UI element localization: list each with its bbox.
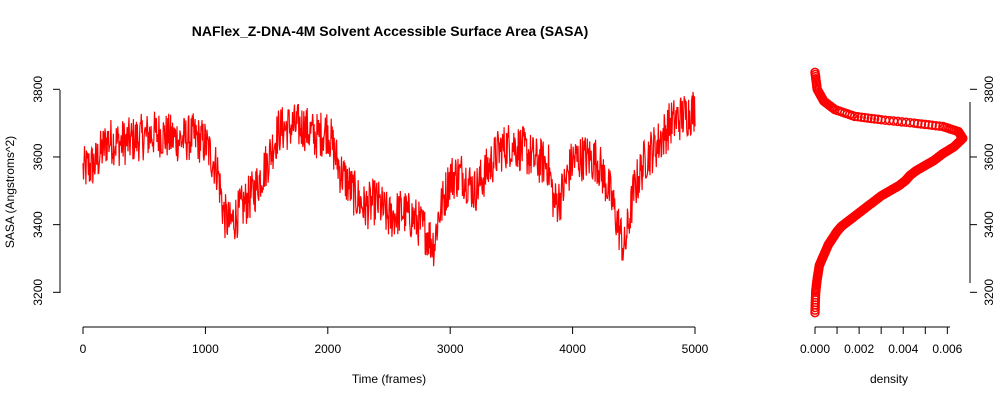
density-y-tick-label: 3600	[982, 143, 996, 170]
main-y-label: SASA (Angstroms^2)	[3, 136, 17, 248]
main-x-ticks: 0 1000 2000 3000 4000 5000	[80, 327, 709, 356]
density-x-tick-label: 0.006	[932, 342, 962, 356]
x-tick-label: 4000	[559, 342, 586, 356]
density-point	[876, 115, 886, 125]
main-panel: 0 1000 2000 3000 4000 5000 3200 3400 3600 3800 T…	[3, 76, 709, 386]
density-x-tick-label: 0.004	[888, 342, 918, 356]
x-tick-label: 0	[80, 342, 87, 356]
density-point	[873, 114, 883, 125]
main-x-label: Time (frames)	[352, 372, 426, 386]
x-tick-label: 5000	[682, 342, 709, 356]
density-point	[859, 112, 870, 123]
density-point	[938, 121, 948, 132]
density-panel: 0.000 0.002 0.004 0.006 3200 3400 3600 3800 de…	[800, 67, 996, 386]
density-x-tick-label: 0.000	[800, 342, 830, 356]
density-point	[863, 113, 873, 123]
density-point	[810, 67, 820, 78]
chart-title: NAFlex_Z-DNA-4M Solvent Accessible Surfa…	[192, 23, 589, 39]
density-y-tick-label: 3200	[982, 279, 996, 306]
density-point	[916, 119, 927, 129]
x-tick-label: 2000	[314, 342, 341, 356]
density-y-ticks: 3200 3400 3600 3800	[970, 76, 996, 306]
y-tick-label: 3800	[31, 76, 45, 103]
density-point	[869, 114, 880, 124]
density-x-ticks: 0.000 0.002 0.004 0.006	[800, 327, 963, 356]
density-y-tick-label: 3800	[982, 76, 996, 103]
density-point	[856, 112, 867, 122]
density-x-tick-label: 0.002	[844, 342, 874, 356]
density-x-label: density	[870, 372, 908, 386]
y-tick-label: 3600	[31, 143, 45, 170]
density-point	[866, 113, 877, 124]
density-points	[810, 67, 968, 318]
x-tick-label: 3000	[437, 342, 464, 356]
density-point	[853, 112, 863, 122]
sasa-line	[82, 91, 696, 267]
y-tick-label: 3200	[31, 279, 45, 306]
x-tick-label: 1000	[192, 342, 219, 356]
density-y-tick-label: 3400	[982, 211, 996, 238]
y-tick-label: 3400	[31, 211, 45, 238]
main-y-ticks: 3200 3400 3600 3800	[31, 76, 60, 306]
